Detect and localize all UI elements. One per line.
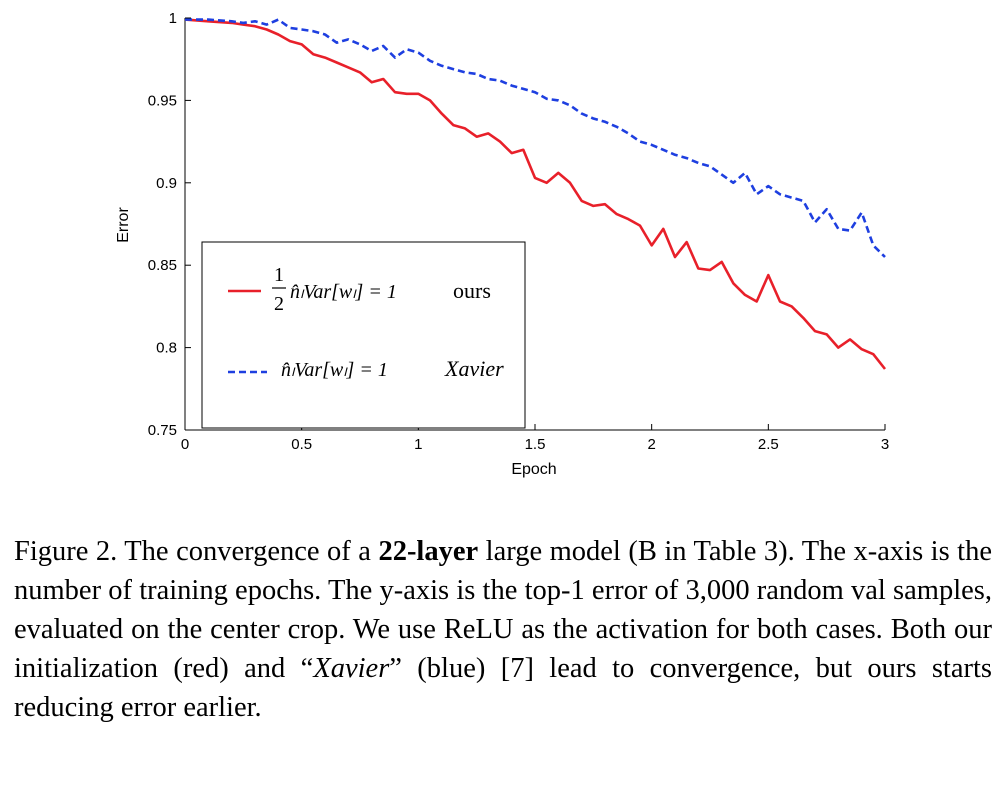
series-line-ours (184, 18, 887, 370)
legend-frac-num: 1 (274, 264, 284, 286)
caption-italic: Xavier (313, 653, 390, 684)
legend-formula-ours: n̂ₗVar[wₗ] = 1 (290, 281, 397, 303)
y-tick-label: 0.8 (156, 340, 177, 357)
caption-suffix: ” (blue) [7] lead to convergence, but ou… (14, 653, 993, 723)
figure-caption: Figure 2. The convergence of a 22-layer … (14, 532, 992, 727)
x-tick-label: 0 (181, 436, 189, 453)
legend: 1 2 n̂ₗVar[wₗ] = 1 ours n̂ₗVar[wₗ] = 1 X… (201, 241, 526, 429)
caption-prefix: Figure 2. The convergence of a (14, 536, 379, 567)
x-tick-label: 3 (881, 436, 889, 453)
series-layer (184, 18, 887, 370)
y-tick-label: 0.95 (148, 92, 177, 109)
caption-bold: 22-layer (378, 536, 479, 567)
x-tick-label: 0.5 (291, 436, 312, 453)
y-tick-label: 0.9 (156, 175, 177, 192)
tick-layer: 0 0.5 1 1.5 2 2.5 3 0.75 0.8 0.85 0.9 0.95 1 (148, 10, 889, 453)
convergence-chart: 0 0.5 1 1.5 2 2.5 3 0.75 0.8 0.85 0.9 0.95 1 Epoch E… (115, 10, 889, 478)
x-axis-label: Epoch (511, 461, 556, 478)
caption-mid: large model (B in Table 3). The x-axis i… (14, 536, 992, 684)
legend-formula-xavier: n̂ₗVar[wₗ] = 1 (281, 359, 388, 381)
x-tick-label: 1 (414, 436, 422, 453)
x-tick-label: 1.5 (525, 436, 546, 453)
legend-label-xavier: Xavier (444, 356, 504, 381)
series-line-xavier (185, 18, 886, 258)
y-tick-label: 0.85 (148, 257, 177, 274)
y-axis-label: Error (115, 207, 132, 243)
y-tick-label: 0.75 (148, 422, 177, 439)
x-tick-label: 2 (647, 436, 655, 453)
legend-box (201, 241, 526, 429)
x-tick-label: 2.5 (758, 436, 779, 453)
legend-frac-den: 2 (274, 293, 284, 315)
y-tick-label: 1 (169, 10, 177, 27)
legend-label-ours: ours (453, 278, 491, 303)
